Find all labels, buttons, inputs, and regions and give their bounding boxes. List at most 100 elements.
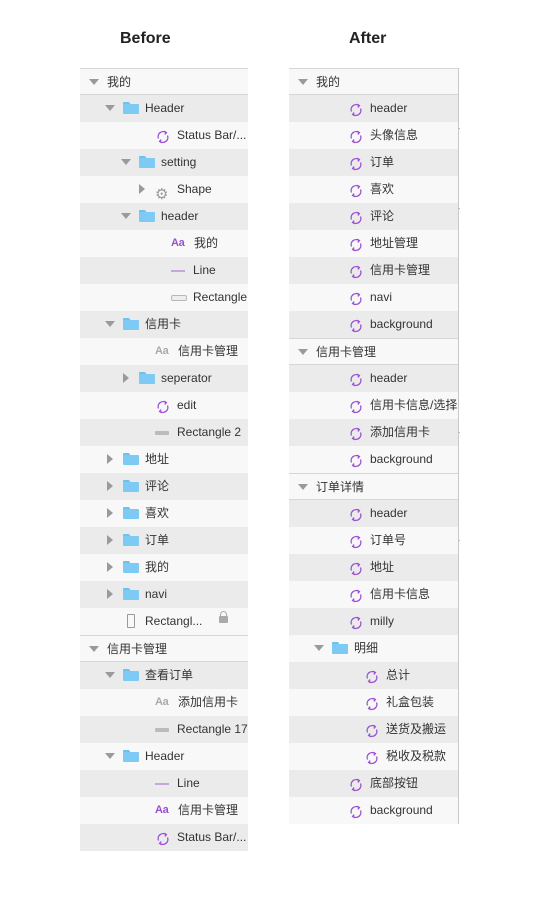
layer-label: Rectangle — [193, 290, 248, 304]
layer-row[interactable]: Aa 信用卡管理 — [80, 797, 248, 824]
symbol-instance-icon — [348, 209, 364, 225]
disclosure-closed-icon[interactable] — [139, 184, 145, 194]
disclosure-closed-icon[interactable] — [107, 508, 113, 518]
layer-row[interactable]: edit — [80, 392, 248, 419]
layer-label: 总计 — [386, 668, 411, 682]
layer-row[interactable]: 评论 — [80, 473, 248, 500]
layer-label: 信用卡管理 — [178, 344, 239, 358]
layer-label: Header — [145, 101, 185, 115]
layer-row[interactable]: Header — [80, 743, 248, 770]
layer-row[interactable]: 总计 — [289, 662, 458, 689]
disclosure-open-icon[interactable] — [298, 349, 308, 355]
layer-row[interactable]: 税收及税款 — [289, 743, 458, 770]
layer-row[interactable]: 订单 — [80, 527, 248, 554]
layer-row[interactable]: 信用卡管理 — [289, 257, 458, 284]
symbol-instance-icon — [348, 614, 364, 630]
layer-row[interactable]: header — [289, 500, 458, 527]
disclosure-closed-icon[interactable] — [123, 373, 129, 383]
layer-row[interactable]: 信用卡信息 — [289, 581, 458, 608]
layer-row[interactable]: header — [80, 203, 248, 230]
disclosure-open-icon[interactable] — [105, 321, 115, 327]
disclosure-open-icon[interactable] — [105, 672, 115, 678]
layer-row[interactable]: 明细 — [289, 635, 458, 662]
layer-row[interactable]: Header — [80, 95, 248, 122]
layer-label: 添加信用卡 — [178, 695, 239, 709]
layer-label: Line — [193, 263, 216, 277]
disclosure-closed-icon[interactable] — [107, 481, 113, 491]
layer-row[interactable]: 礼盒包装 — [289, 689, 458, 716]
disclosure-open-icon[interactable] — [89, 646, 99, 652]
layer-row[interactable]: Rectangle — [80, 284, 248, 311]
layer-group-row[interactable]: 我的 — [80, 68, 248, 95]
layer-row[interactable]: 信用卡 — [80, 311, 248, 338]
layer-row[interactable]: Status Bar/... — [80, 824, 248, 851]
layer-group-row[interactable]: 我的 — [289, 68, 458, 95]
disclosure-open-icon[interactable] — [105, 753, 115, 759]
layer-row[interactable]: seperator — [80, 365, 248, 392]
rectangle-icon — [155, 431, 169, 435]
rectangle-icon — [171, 295, 187, 301]
text-layer-icon: Aa — [155, 345, 169, 357]
layer-row[interactable]: milly — [289, 608, 458, 635]
folder-icon — [123, 534, 139, 546]
disclosure-closed-icon[interactable] — [107, 589, 113, 599]
layer-label: 查看订单 — [145, 668, 194, 682]
disclosure-closed-icon[interactable] — [107, 454, 113, 464]
layer-row[interactable]: 订单 — [289, 149, 458, 176]
layer-row[interactable]: navi — [289, 284, 458, 311]
layer-row[interactable]: 添加信用卡 — [289, 419, 458, 446]
rectangle-icon — [127, 614, 135, 628]
disclosure-open-icon[interactable] — [298, 484, 308, 490]
layer-label: 礼盒包装 — [386, 695, 435, 709]
text-layer-icon: Aa — [155, 696, 169, 708]
layer-row[interactable]: Rectangl... — [80, 608, 248, 635]
disclosure-open-icon[interactable] — [89, 79, 99, 85]
layer-row[interactable]: ⚙ Shape — [80, 176, 248, 203]
disclosure-open-icon[interactable] — [314, 645, 324, 651]
layer-row[interactable]: background — [289, 446, 458, 473]
layer-row[interactable]: 喜欢 — [289, 176, 458, 203]
disclosure-open-icon[interactable] — [298, 79, 308, 85]
layer-row[interactable]: background — [289, 311, 458, 338]
layer-row[interactable]: background — [289, 797, 458, 824]
layer-row[interactable]: header — [289, 95, 458, 122]
layer-group-row[interactable]: 信用卡管理 — [289, 338, 458, 365]
layer-row[interactable]: 评论 — [289, 203, 458, 230]
disclosure-open-icon[interactable] — [121, 159, 131, 165]
layer-row[interactable]: 地址 — [80, 446, 248, 473]
layer-row[interactable]: 头像信息 — [289, 122, 458, 149]
layer-row[interactable]: Aa 信用卡管理 — [80, 338, 248, 365]
layer-row[interactable]: setting — [80, 149, 248, 176]
layer-label: Line — [177, 776, 200, 790]
layer-group-row[interactable]: 订单详情 — [289, 473, 458, 500]
disclosure-closed-icon[interactable] — [107, 535, 113, 545]
layer-row[interactable]: 查看订单 — [80, 662, 248, 689]
layer-row[interactable]: Rectangle 2 — [80, 419, 248, 446]
layer-row[interactable]: navi — [80, 581, 248, 608]
layer-label: background — [370, 803, 433, 817]
layer-group-row[interactable]: 信用卡管理 — [80, 635, 248, 662]
layer-row[interactable]: 送货及搬运 — [289, 716, 458, 743]
layer-row[interactable]: 我的 — [80, 554, 248, 581]
layer-row[interactable]: 订单号 — [289, 527, 458, 554]
layer-row[interactable]: Aa 我的 — [80, 230, 248, 257]
lock-icon[interactable] — [219, 611, 228, 623]
layer-row[interactable]: 地址 — [289, 554, 458, 581]
disclosure-closed-icon[interactable] — [107, 562, 113, 572]
layer-row[interactable]: Aa 添加信用卡 — [80, 689, 248, 716]
layer-row[interactable]: Line — [80, 770, 248, 797]
layer-row[interactable]: 底部按钮 — [289, 770, 458, 797]
layer-label: 底部按钮 — [370, 776, 419, 790]
disclosure-open-icon[interactable] — [121, 213, 131, 219]
layer-row[interactable]: Line — [80, 257, 248, 284]
disclosure-open-icon[interactable] — [105, 105, 115, 111]
layer-row[interactable]: Status Bar/... — [80, 122, 248, 149]
layer-row[interactable]: header — [289, 365, 458, 392]
symbol-instance-icon — [348, 371, 364, 387]
layer-label: 我的 — [145, 560, 170, 574]
layer-row[interactable]: 信用卡信息/选择 — [289, 392, 458, 419]
symbol-instance-icon — [348, 587, 364, 603]
layer-row[interactable]: 喜欢 — [80, 500, 248, 527]
layer-row[interactable]: Rectangle 17 — [80, 716, 248, 743]
layer-row[interactable]: 地址管理 — [289, 230, 458, 257]
